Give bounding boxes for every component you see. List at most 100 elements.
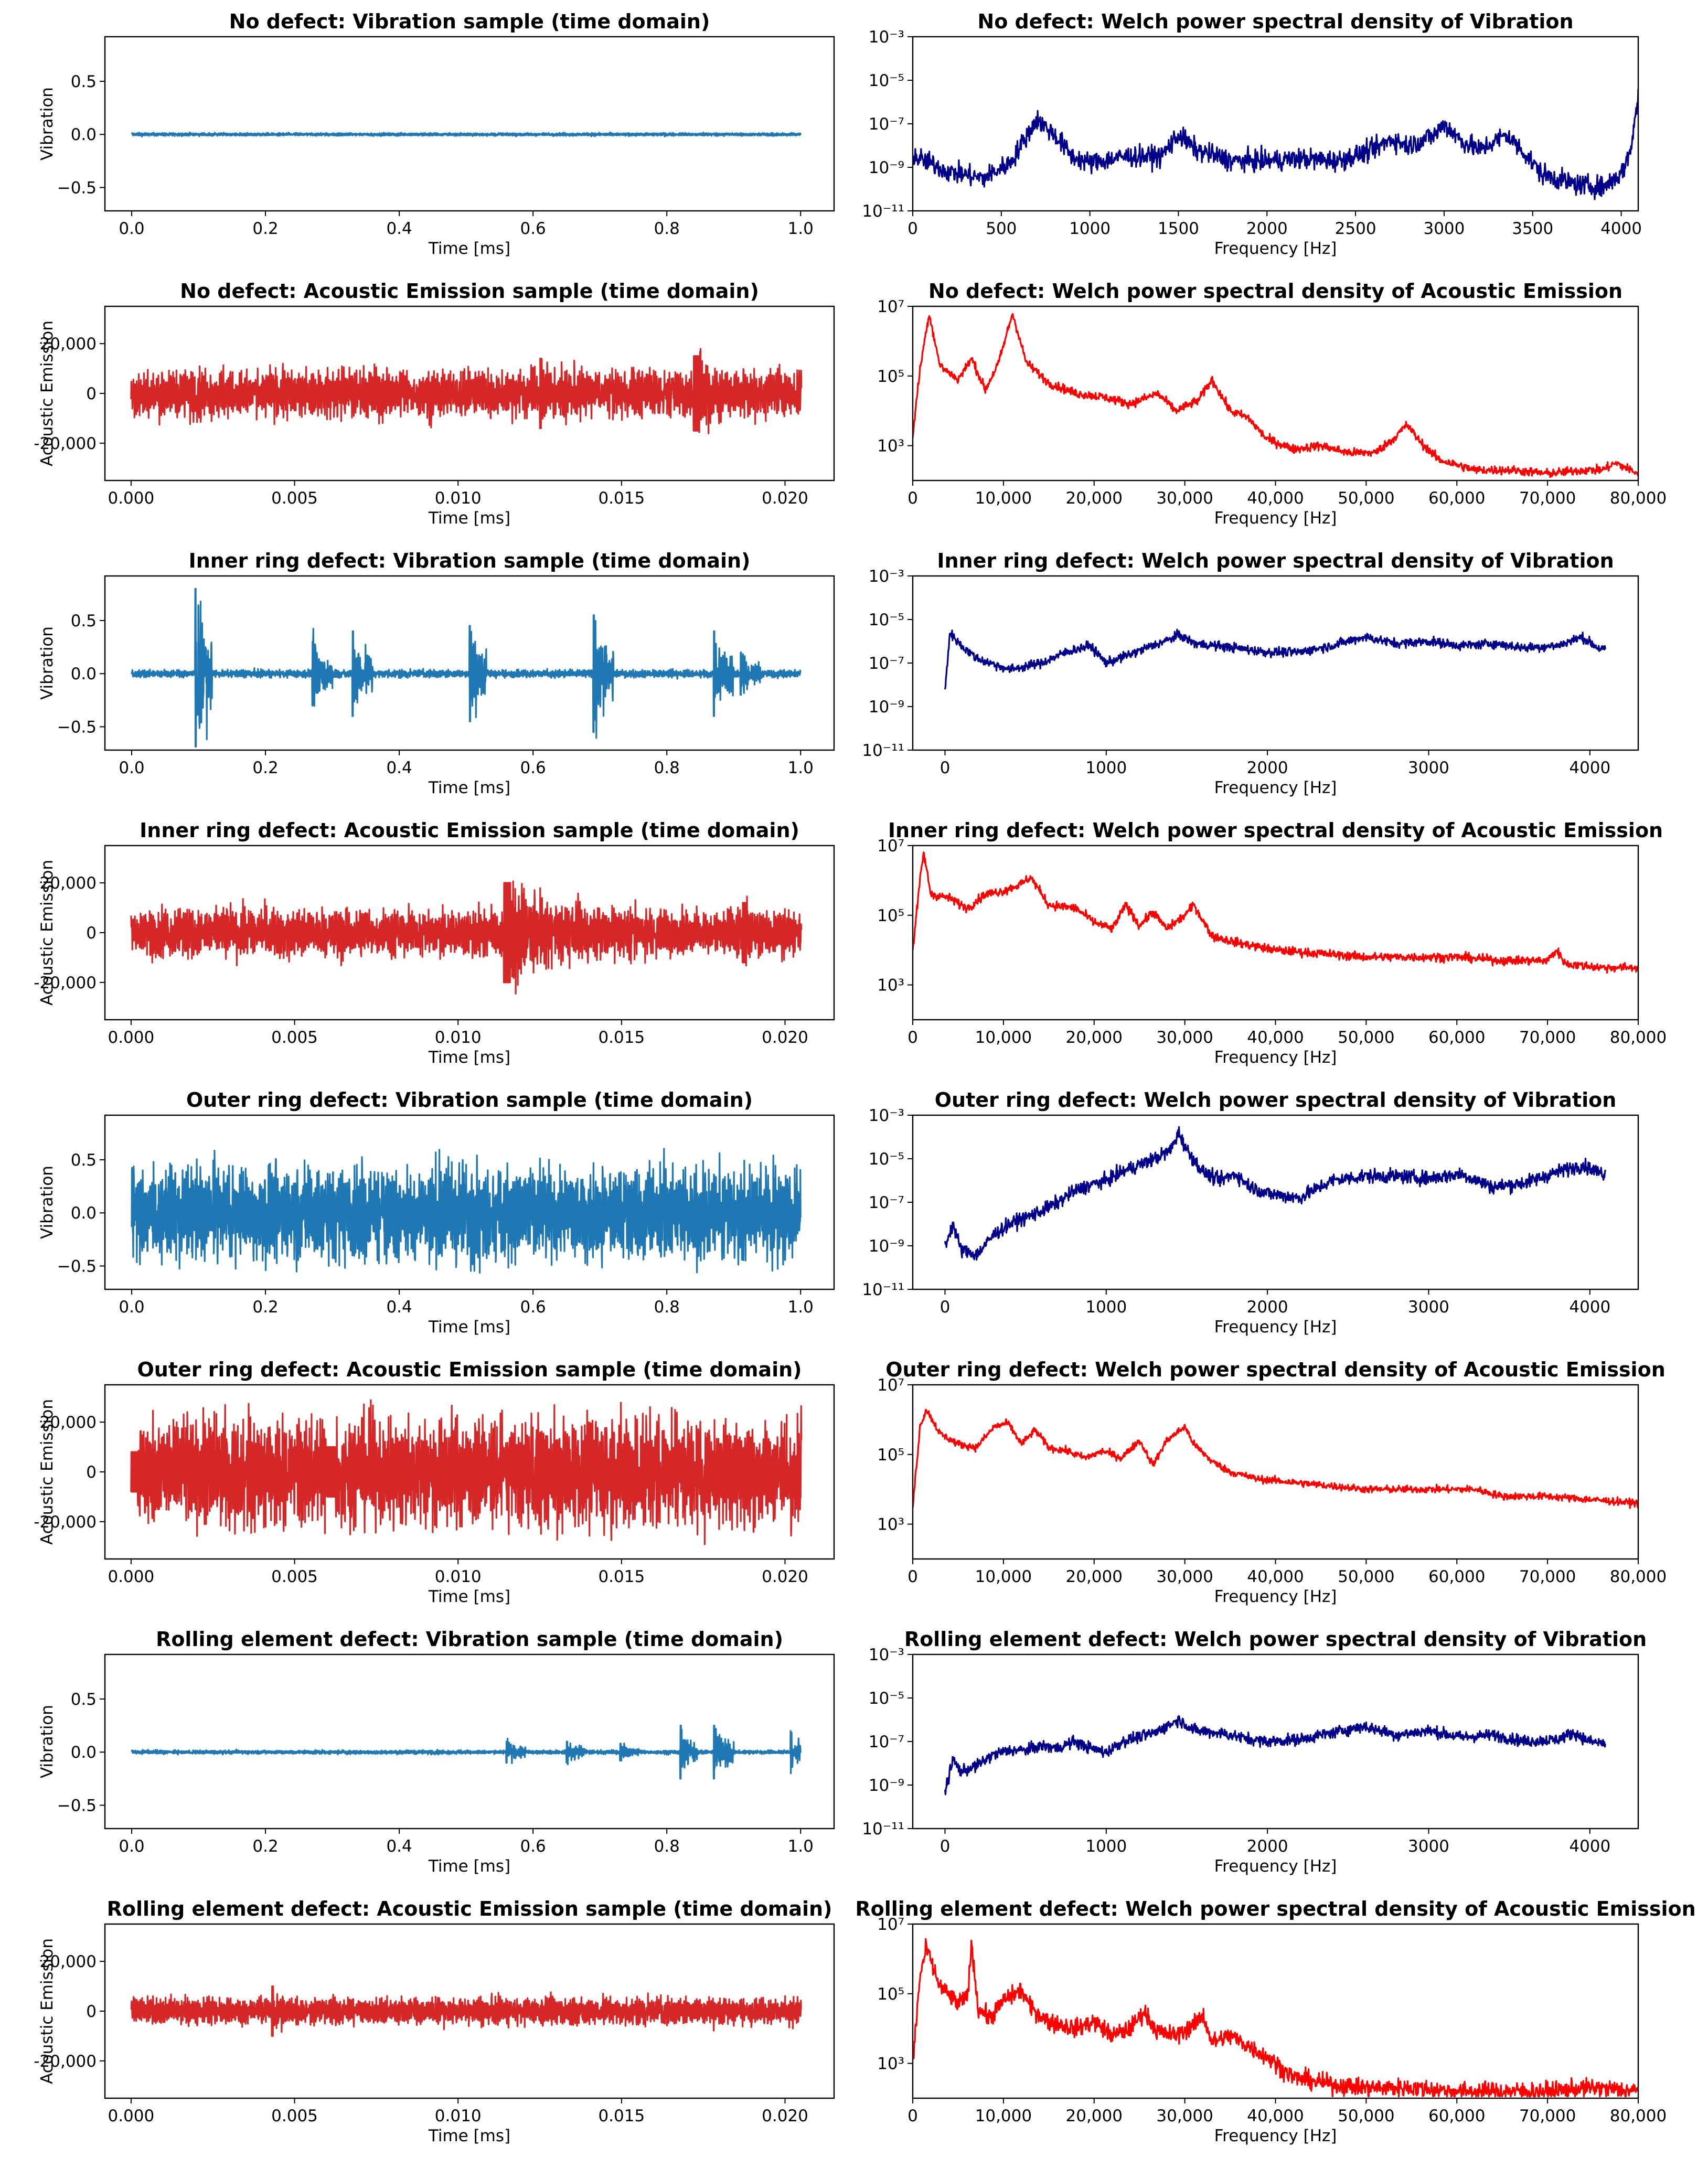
series-line [944, 628, 1606, 690]
y-tick-label: 10⁻⁷ [869, 654, 904, 673]
chart-title: Inner ring defect: Welch power spectral … [888, 819, 1663, 842]
y-tick-label: 10⁻⁷ [869, 1733, 904, 1751]
x-tick-label: 40,000 [1247, 2107, 1304, 2125]
x-tick-label: 40,000 [1247, 1567, 1304, 1586]
y-tick-label: 10⁻⁹ [869, 698, 904, 717]
x-tick-label: 1.0 [788, 758, 814, 777]
x-tick-label: 0.4 [386, 1837, 412, 1856]
x-tick-label: 4000 [1569, 758, 1610, 777]
x-tick-label: 1.0 [788, 1837, 814, 1856]
chart-nd-vib-time: 0.0 0.2 0.4 0.6 0.8 1.0 −0.5 0.0 0.5 No defect: V… [38, 10, 835, 258]
x-axis-label: Frequency [Hz] [1214, 239, 1337, 258]
axes-frame [104, 1114, 835, 1290]
x-tick-label: 0.000 [108, 2107, 154, 2125]
y-tick-label: 10⁵ [877, 1446, 904, 1465]
x-tick-label: 0.4 [386, 219, 412, 238]
x-tick-label: 0.6 [520, 219, 546, 238]
x-tick-label: 0 [908, 489, 918, 508]
x-tick-label: 0.000 [108, 1028, 154, 1047]
chart-title: Outer ring defect: Welch power spectral … [885, 1358, 1666, 1381]
chart-ir-ae-time: 0.000 0.005 0.010 0.015 0.020 -20,000 0 20,000 I… [34, 819, 835, 1067]
y-tick-label: 10⁻¹¹ [862, 741, 904, 760]
x-tick-label: 0.8 [654, 1837, 680, 1856]
x-tick-label: 0.6 [520, 1298, 546, 1317]
chart-title: Rolling element defect: Acoustic Emissio… [107, 1897, 832, 1920]
axes-frame [912, 575, 1639, 751]
x-tick-label: 0.015 [598, 1567, 645, 1586]
y-tick-label: 0.0 [71, 665, 97, 683]
chart-nd-vib-psd: 0 500 1000 1500 2000 2500 3000 3500 4000 10⁻¹¹ 10⁻… [862, 10, 1642, 258]
x-axis-label: Frequency [Hz] [1214, 1857, 1337, 1876]
x-tick-label: 30,000 [1156, 2107, 1213, 2125]
x-tick-label: 10,000 [975, 2107, 1032, 2125]
y-tick-label: -20,000 [34, 2052, 97, 2071]
chart-or-vib-psd: 0 1000 2000 3000 4000 10⁻¹¹ 10⁻⁹ 10⁻⁷ 10⁻⁵ 10⁻³ Ou… [862, 1088, 1639, 1337]
series-line [913, 89, 1638, 200]
series-line [130, 1399, 803, 1545]
x-tick-label: 0.010 [435, 1567, 482, 1586]
chart-ir-vib-psd: 0 1000 2000 3000 4000 10⁻¹¹ 10⁻⁹ 10⁻⁷ 10⁻⁵ 10⁻³ In… [862, 549, 1639, 797]
y-tick-label: 0.5 [71, 72, 97, 91]
y-tick-label: 0.0 [71, 1743, 97, 1762]
y-axis-label: Acoustic Emission [38, 860, 57, 1006]
x-tick-label: 0.2 [252, 758, 278, 777]
x-tick-label: 0.0 [119, 219, 144, 238]
x-tick-label: 30,000 [1156, 489, 1213, 508]
series-line [130, 880, 803, 995]
x-axis-label: Time [ms] [428, 239, 510, 258]
y-tick-label: 10⁻⁵ [869, 71, 904, 90]
x-tick-label: 40,000 [1247, 489, 1304, 508]
x-tick-label: 1000 [1085, 1837, 1127, 1856]
y-tick-label: 0 [86, 384, 97, 403]
x-tick-label: 3000 [1423, 219, 1465, 238]
x-tick-label: 0.4 [386, 1298, 412, 1317]
x-tick-label: 0.4 [386, 758, 412, 777]
x-tick-label: 80,000 [1610, 1567, 1667, 1586]
y-tick-label: 10⁵ [877, 367, 904, 386]
y-tick-label: 10⁷ [877, 1915, 904, 1934]
series-line [130, 348, 803, 434]
x-tick-label: 1000 [1085, 1298, 1127, 1317]
x-tick-label: 3000 [1408, 1837, 1449, 1856]
chart-title: Rolling element defect: Vibration sample… [156, 1628, 783, 1651]
axes-frame [104, 575, 835, 751]
chart-title: Outer ring defect: Acoustic Emission sam… [137, 1358, 802, 1381]
y-tick-label: 10⁻¹¹ [862, 1820, 904, 1839]
y-tick-label: 10⁻⁵ [869, 1150, 904, 1169]
series-line [131, 1148, 802, 1274]
x-tick-label: 2000 [1247, 758, 1288, 777]
x-axis-label: Time [ms] [428, 1587, 510, 1606]
x-tick-label: 20,000 [1066, 2107, 1123, 2125]
x-tick-label: 1000 [1085, 758, 1127, 777]
x-tick-label: 0.010 [435, 2107, 482, 2125]
x-tick-label: 4000 [1569, 1298, 1610, 1317]
y-tick-label: 0.5 [71, 612, 97, 631]
x-tick-label: 0.015 [598, 1028, 645, 1047]
x-tick-label: 0.020 [762, 2107, 808, 2125]
x-axis-label: Time [ms] [428, 1857, 510, 1876]
y-tick-label: 0.5 [71, 1690, 97, 1709]
x-tick-label: 0.020 [762, 489, 808, 508]
y-tick-label: 10⁻⁹ [869, 1237, 904, 1256]
chart-or-ae-time: 0.000 0.005 0.010 0.015 0.020 -20,000 0 20,000 O… [34, 1358, 835, 1606]
x-tick-label: 80,000 [1610, 489, 1667, 508]
x-tick-label: 0.015 [598, 2107, 645, 2125]
y-tick-label: 20,000 [40, 1413, 97, 1432]
y-tick-label: 10⁻¹¹ [862, 202, 904, 221]
x-tick-label: 0.000 [108, 489, 154, 508]
x-tick-label: 20,000 [1066, 489, 1123, 508]
y-tick-label: 10⁻⁵ [869, 1689, 904, 1708]
y-tick-label: 10⁻⁷ [869, 1193, 904, 1212]
x-tick-label: 0 [908, 219, 918, 238]
x-tick-label: 30,000 [1156, 1028, 1213, 1047]
y-tick-label: 10³ [877, 976, 904, 995]
x-tick-label: 20,000 [1066, 1028, 1123, 1047]
x-tick-label: 70,000 [1519, 2107, 1576, 2125]
y-tick-label: 0 [86, 2002, 97, 2021]
x-axis-label: Frequency [Hz] [1214, 2127, 1337, 2145]
series-line [130, 1985, 802, 2037]
chart-title: Rolling element defect: Welch power spec… [904, 1628, 1647, 1651]
y-tick-label: 10³ [877, 2055, 904, 2074]
x-tick-label: 0 [908, 1028, 918, 1047]
